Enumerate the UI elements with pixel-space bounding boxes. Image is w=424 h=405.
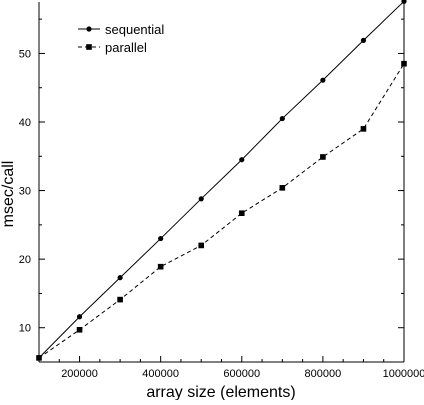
legend-marker-sequential [86,26,92,32]
data-point-parallel [76,326,83,333]
x-tick-label: 1000000 [383,368,424,380]
legend-label-sequential: sequential [105,22,164,37]
data-point-parallel [198,242,205,249]
data-point-sequential [320,77,326,83]
y-axis-label: msec/call [0,161,17,228]
data-point-parallel [36,355,42,361]
data-point-parallel [320,154,326,160]
data-point-sequential [239,157,245,163]
data-point-sequential [360,37,367,44]
data-point-parallel [117,296,123,303]
data-point-sequential [401,0,407,4]
x-tick-label: 800000 [305,368,342,380]
data-point-sequential [158,235,164,242]
data-point-parallel [401,60,407,67]
y-axis-ticks: 10 20 30 40 50 [19,18,404,335]
legend: sequential parallel [78,22,164,55]
y-tick-label: 50 [19,48,31,60]
plot-frame [38,2,405,363]
legend-label-parallel: parallel [105,40,147,55]
y-tick-label: 10 [19,323,31,335]
y-tick-label: 30 [19,186,31,198]
x-axis-label: array size (elements) [146,384,295,400]
data-point-sequential [198,196,204,202]
data-point-sequential [76,314,83,320]
data-point-parallel [238,210,245,216]
x-tick-label: 200000 [61,368,98,380]
y-tick-label: 40 [19,117,31,129]
series-line-sequential [38,0,405,359]
data-point-parallel [360,126,367,132]
data-point-sequential [279,115,285,122]
data-point-parallel [279,185,286,191]
series-line-parallel [38,63,405,359]
y-tick-label: 20 [19,254,31,266]
x-tick-label: 600000 [223,368,260,380]
series-layer [36,0,407,361]
x-axis-ticks: 200000 400000 600000 800000 1000000 [38,356,424,380]
data-point-sequential [117,275,123,281]
data-point-parallel [157,263,164,270]
x-tick-label: 400000 [142,368,179,380]
legend-marker-parallel [86,44,92,50]
